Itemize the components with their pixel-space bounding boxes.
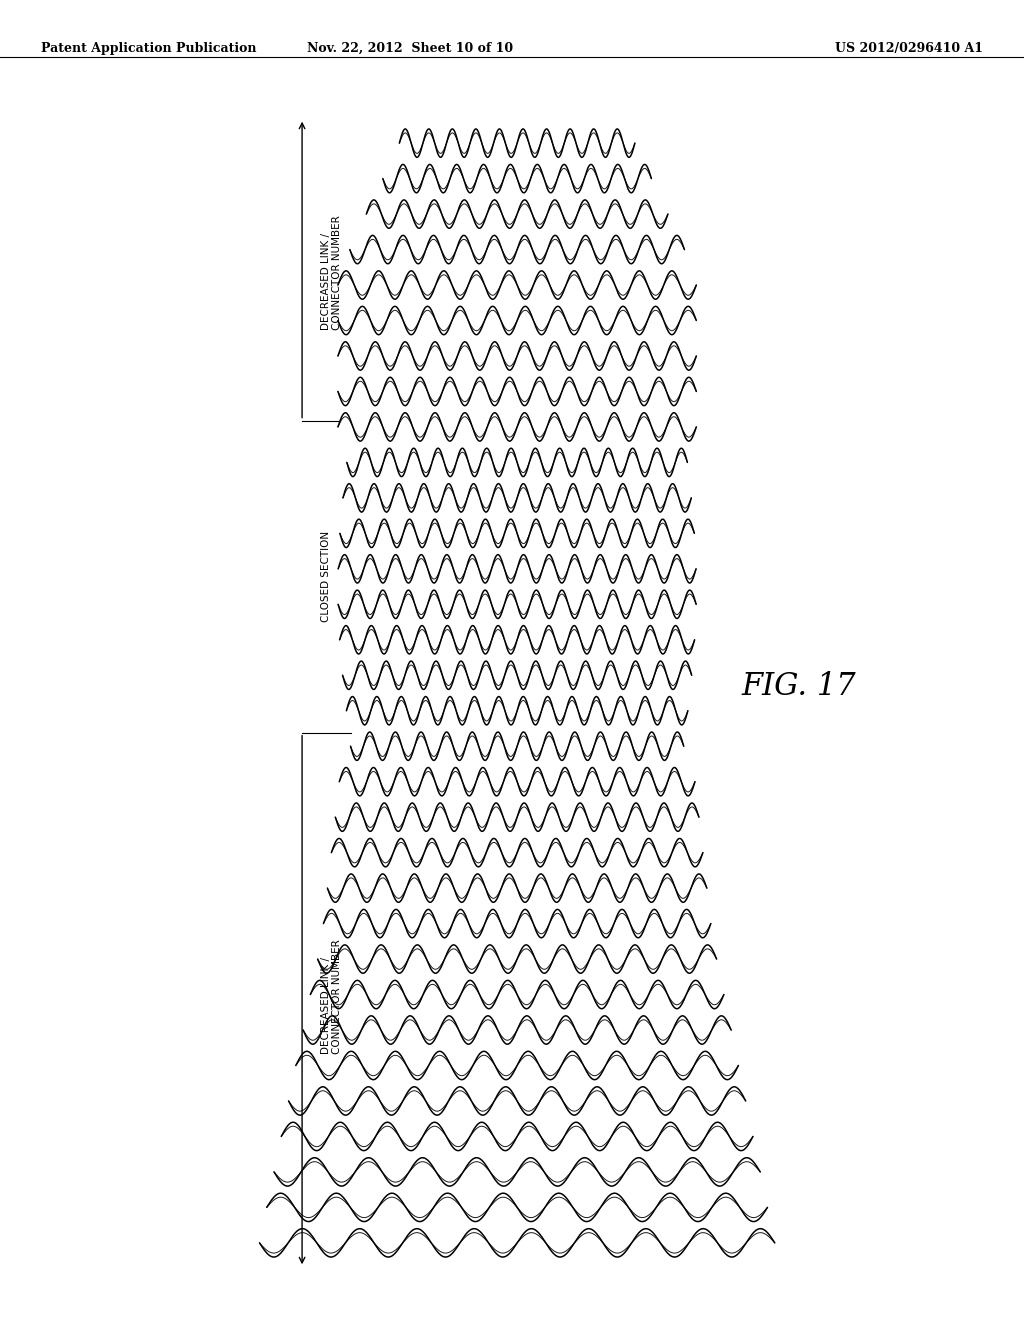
Text: Patent Application Publication: Patent Application Publication (41, 42, 256, 55)
Text: CLOSED SECTION: CLOSED SECTION (321, 531, 331, 622)
Text: FIG. 17: FIG. 17 (741, 671, 856, 702)
Text: US 2012/0296410 A1: US 2012/0296410 A1 (835, 42, 983, 55)
Text: DECREASED LINK /
CONNECTOR NUMBER: DECREASED LINK / CONNECTOR NUMBER (321, 940, 342, 1055)
Text: Nov. 22, 2012  Sheet 10 of 10: Nov. 22, 2012 Sheet 10 of 10 (306, 42, 513, 55)
Text: DECREASED LINK /
CONNECTOR NUMBER: DECREASED LINK / CONNECTOR NUMBER (321, 215, 342, 330)
